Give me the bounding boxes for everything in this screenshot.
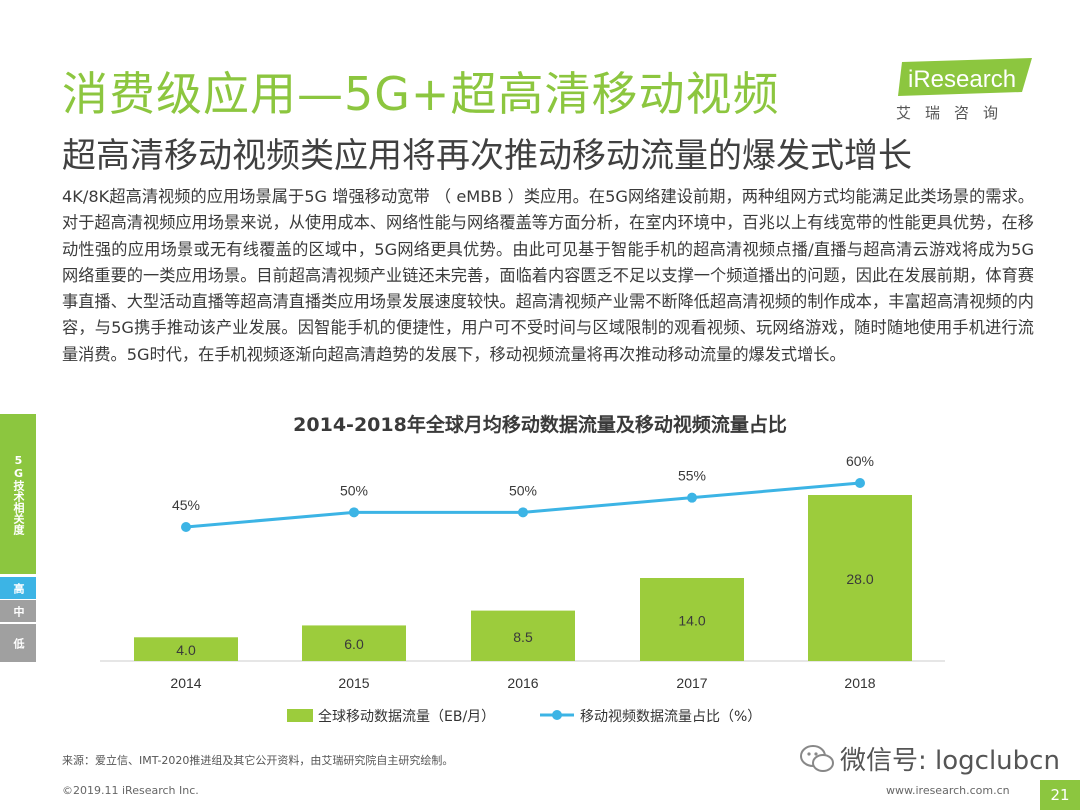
x-tick-2018: 2018 <box>844 675 875 691</box>
page-subtitle: 超高清移动视频类应用将再次推动移动流量的爆发式增长 <box>62 136 912 176</box>
line-label-2015: 50% <box>340 482 368 498</box>
line-point-2014 <box>181 522 191 532</box>
website-url: www.iresearch.com.cn <box>886 784 1010 797</box>
x-tick-2014: 2014 <box>170 675 201 691</box>
wechat-id: 微信号: logclubcn <box>840 746 1060 776</box>
bar-label-2016: 8.5 <box>513 629 533 645</box>
x-tick-2016: 2016 <box>507 675 538 691</box>
chart-title: 2014-2018年全球月均移动数据流量及移动视频流量占比 <box>293 414 787 436</box>
logo-text: iResearch <box>908 66 1016 93</box>
line-label-2014: 45% <box>172 497 200 513</box>
source-note: 来源：爱立信、IMT-2020推进组及其它公开资料，由艾瑞研究院自主研究绘制。 <box>62 754 454 767</box>
page-number: 21 <box>1040 780 1080 810</box>
bar-2014 <box>134 637 238 661</box>
line-point-2018 <box>855 478 865 488</box>
bar-2017 <box>640 578 744 661</box>
line-point-2015 <box>349 507 359 518</box>
x-tick-2017: 2017 <box>676 675 707 691</box>
wechat-watermark: 微信号: logclubcn <box>800 740 1060 777</box>
logo-mark: iResearch <box>898 58 1032 96</box>
sidebar-level-low: 低 <box>0 624 36 662</box>
bar-label-2017: 14.0 <box>678 613 705 629</box>
legend-line-label: 移动视频数据流量占比（%） <box>580 709 761 725</box>
line-point-2016 <box>518 507 528 518</box>
iresearch-logo: iResearch 艾瑞咨询 <box>890 58 1040 122</box>
copyright: ©2019.11 iResearch Inc. <box>62 784 199 797</box>
bar-label-2014: 4.0 <box>176 642 196 658</box>
bar-2016 <box>471 610 575 661</box>
logo-subtext: 艾瑞咨询 <box>896 104 1013 122</box>
body-paragraph: 4K/8K超高清视频的应用场景属于5G 增强移动宽带 （ eMBB ）类应用。在… <box>62 187 1034 364</box>
legend-bar-label: 全球移动数据流量（EB/月） <box>318 708 495 725</box>
x-tick-2015: 2015 <box>338 675 369 691</box>
bar-2018 <box>808 495 912 661</box>
bar-label-2018: 28.0 <box>846 571 873 587</box>
legend-line-marker <box>552 710 562 720</box>
sidebar-5g-relevance: 5G技术相关度 <box>0 414 36 574</box>
line-point-2017 <box>687 492 697 503</box>
legend-bar-swatch <box>287 709 313 722</box>
line-label-2016: 50% <box>509 482 537 498</box>
bar-label-2015: 6.0 <box>344 636 364 652</box>
line-label-2018: 60% <box>846 453 874 469</box>
bar-2015 <box>302 625 406 661</box>
sidebar-level-high: 高 <box>0 577 36 599</box>
wechat-icon <box>800 744 834 772</box>
line-label-2017: 55% <box>678 468 706 484</box>
sidebar-level-mid: 中 <box>0 600 36 622</box>
page-title: 消费级应用—5G+超高清移动视频 <box>62 67 780 121</box>
